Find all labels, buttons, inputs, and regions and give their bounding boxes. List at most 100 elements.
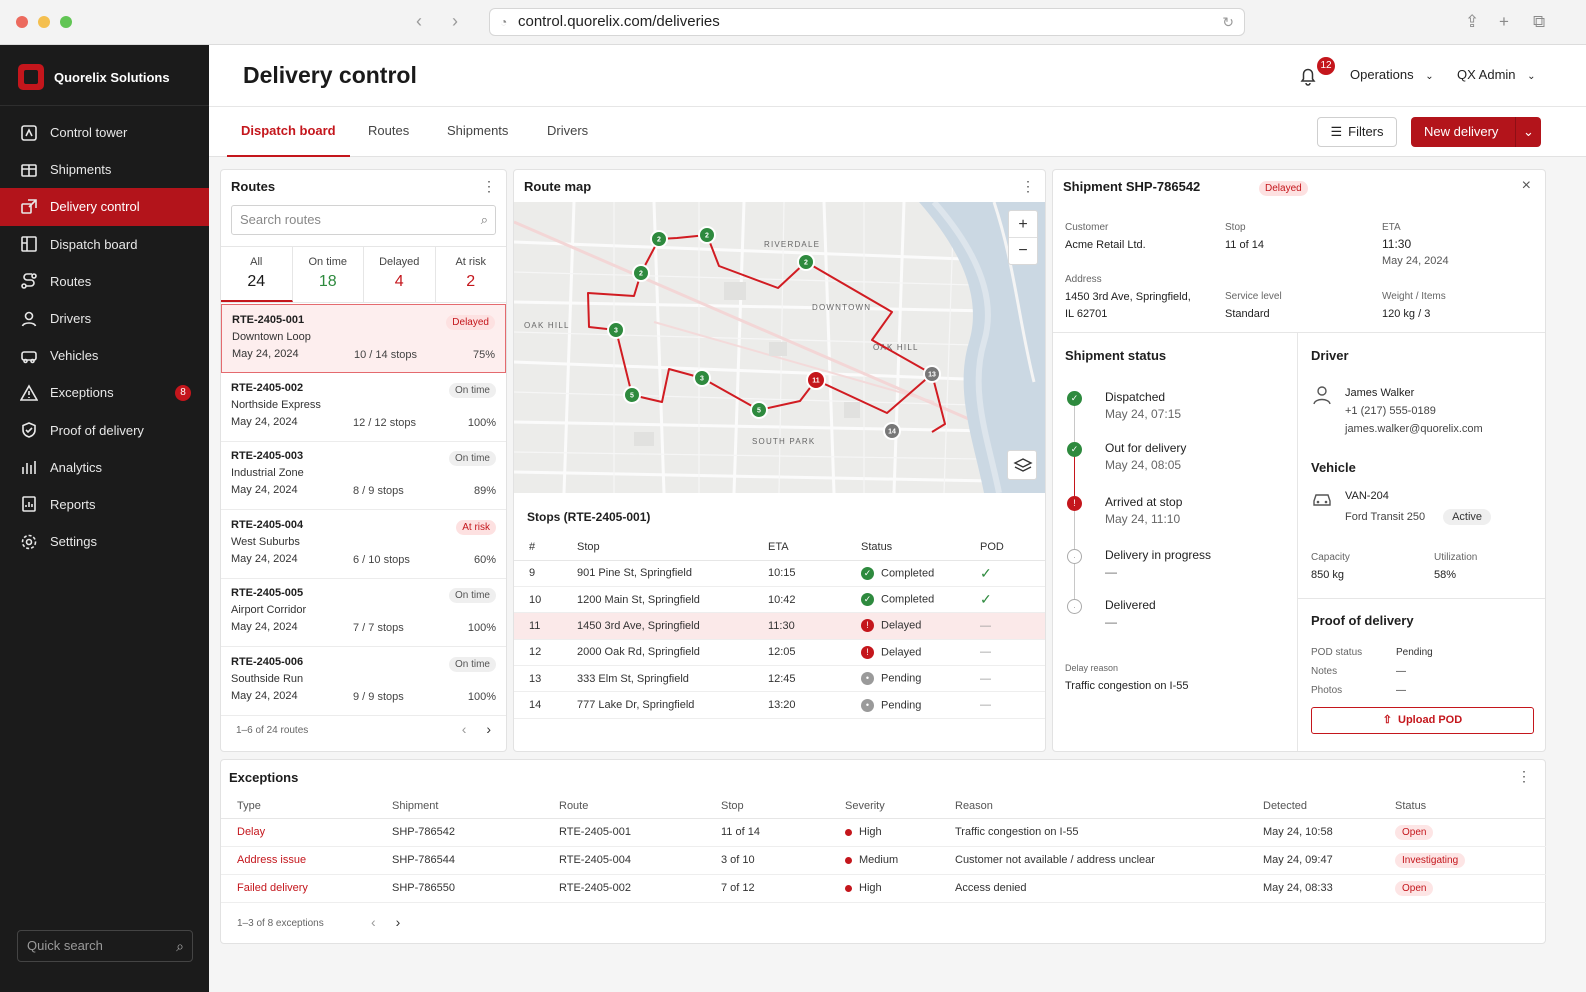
map-stop-marker[interactable]: 3 bbox=[607, 321, 625, 339]
column-header: Route bbox=[559, 794, 721, 819]
next-page-icon[interactable]: › bbox=[486, 721, 491, 737]
map-stop-marker[interactable]: 2 bbox=[650, 230, 668, 248]
more-options-icon[interactable]: ⋮ bbox=[482, 178, 496, 194]
user-menu[interactable]: QX Admin ⌄ bbox=[1457, 67, 1536, 82]
stop-row[interactable]: 12 2000 Oak Rd, Springfield 12:05! Delayed — bbox=[514, 639, 1045, 667]
zoom-in-icon[interactable]: + bbox=[1009, 211, 1037, 238]
sidebar-item-analytics[interactable]: Analytics bbox=[0, 449, 209, 486]
column-header: POD bbox=[965, 534, 1045, 561]
route-stops: 10 / 14 stops bbox=[354, 349, 417, 361]
segment-all[interactable]: All 24 bbox=[221, 247, 293, 302]
route-list-item[interactable]: RTE-2405-001 Downtown Loop May 24, 2024 10 … bbox=[221, 304, 506, 373]
search-icon[interactable]: ⌕ bbox=[480, 212, 488, 227]
map-canvas[interactable]: RIVERDALE DOWNTOWN OAK HILL OAK HILL SOU… bbox=[514, 202, 1045, 493]
more-options-icon[interactable]: ⋮ bbox=[1517, 768, 1531, 784]
route-list-item[interactable]: RTE-2405-005 Airport Corridor May 24, 2024… bbox=[221, 578, 506, 648]
sidebar-item-drivers[interactable]: Drivers bbox=[0, 300, 209, 337]
close-window-dot[interactable] bbox=[16, 16, 28, 28]
new-delivery-button[interactable]: New delivery ⌄ bbox=[1411, 117, 1541, 147]
tab-dispatch-board[interactable]: Dispatch board bbox=[227, 107, 350, 157]
segment-delayed[interactable]: Delayed 4 bbox=[364, 247, 436, 302]
new-tab-icon[interactable]: + bbox=[1499, 12, 1509, 31]
address-bar[interactable]: ◔ control.quorelix.com/deliveries ↻ bbox=[489, 8, 1245, 36]
minimize-window-dot[interactable] bbox=[38, 16, 50, 28]
timeline-step-title: Arrived at stop bbox=[1105, 495, 1183, 509]
map-stop-marker[interactable]: 2 bbox=[632, 264, 650, 282]
route-map[interactable]: RIVERDALE DOWNTOWN OAK HILL OAK HILL SOU… bbox=[514, 202, 1045, 493]
exception-route: RTE-2405-001 bbox=[559, 818, 721, 847]
map-stop-marker[interactable]: 2 bbox=[698, 226, 716, 244]
chevron-down-icon[interactable]: ⌄ bbox=[1515, 117, 1541, 147]
next-page-icon[interactable]: › bbox=[395, 914, 401, 930]
map-stop-marker[interactable]: 14 bbox=[883, 422, 901, 440]
sidebar-item-settings[interactable]: Settings bbox=[0, 523, 209, 560]
search-icon[interactable]: ⌕ bbox=[176, 938, 184, 954]
close-icon[interactable]: × bbox=[1521, 177, 1531, 194]
stop-row[interactable]: 13 333 Elm St, Springfield 12:45 • Pending — bbox=[514, 665, 1045, 693]
share-icon[interactable]: ⇪ bbox=[1465, 12, 1480, 31]
person-icon bbox=[1313, 386, 1331, 405]
sidebar-item-control-tower[interactable]: Control tower bbox=[0, 114, 209, 151]
map-stop-marker[interactable]: 5 bbox=[750, 401, 768, 419]
exception-type-link[interactable]: Delay bbox=[237, 826, 266, 838]
tab-drivers[interactable]: Drivers bbox=[547, 123, 589, 138]
sidebar-item-shipments[interactable]: Shipments bbox=[0, 151, 209, 188]
stop-row[interactable]: 10 1200 Main St, Springfield 10:42 ✓ Complet… bbox=[514, 586, 1045, 614]
exception-severity: High bbox=[845, 874, 955, 903]
route-list-item[interactable]: RTE-2405-002 Northside Express May 24, 202… bbox=[221, 373, 506, 442]
tab-routes[interactable]: Routes bbox=[368, 123, 410, 138]
tabs-overview-icon[interactable]: ⧉ bbox=[1533, 12, 1546, 31]
workspace-dropdown[interactable]: Operations ⌄ bbox=[1350, 67, 1434, 82]
map-stop-marker[interactable]: 13 bbox=[923, 365, 941, 383]
forward-arrow-icon[interactable]: › bbox=[452, 11, 458, 31]
brand[interactable]: Quorelix Solutions bbox=[18, 63, 170, 91]
exception-type-link[interactable]: Failed delivery bbox=[237, 882, 308, 894]
driver-email[interactable]: james.walker@quorelix.com bbox=[1345, 423, 1483, 435]
sidebar-item-routes[interactable]: Routes bbox=[0, 263, 209, 300]
map-stop-marker[interactable]: 5 bbox=[623, 386, 641, 404]
tab-shipments[interactable]: Shipments bbox=[447, 123, 509, 138]
vehicle-model: Ford Transit 250 bbox=[1345, 511, 1426, 523]
route-list-item[interactable]: RTE-2405-003 Industrial Zone May 24, 2024 8… bbox=[221, 441, 506, 511]
map-layers-icon[interactable] bbox=[1007, 450, 1037, 480]
exception-row[interactable]: Failed delivery SHP-786550 RTE-2405-002 7 o… bbox=[221, 874, 1546, 903]
zoom-out-icon[interactable]: − bbox=[1018, 242, 1028, 259]
segment-at-risk[interactable]: At risk 2 bbox=[436, 247, 507, 302]
exception-row[interactable]: Address issue SHP-786544 RTE-2405-004 3 of … bbox=[221, 846, 1546, 875]
sidebar-item-vehicles[interactable]: Vehicles bbox=[0, 337, 209, 374]
upload-pod-button[interactable]: ⇧ Upload POD bbox=[1311, 707, 1534, 734]
sidebar-item-dispatch-board[interactable]: Dispatch board bbox=[0, 226, 209, 263]
prev-page-icon[interactable]: ‹ bbox=[461, 721, 467, 737]
exception-row[interactable]: Delay SHP-786542 RTE-2405-001 11 of 14 High T… bbox=[221, 818, 1546, 847]
route-list-item[interactable]: RTE-2405-006 Southside Run May 24, 2024 9 /… bbox=[221, 647, 506, 716]
field-label: Weight / Items bbox=[1382, 291, 1446, 302]
maximize-window-dot[interactable] bbox=[60, 16, 72, 28]
route-list-item[interactable]: RTE-2405-004 West Suburbs May 24, 2024 6 / … bbox=[221, 510, 506, 579]
map-stop-marker[interactable]: 2 bbox=[797, 253, 815, 271]
timeline-step-time: — bbox=[1105, 615, 1117, 629]
back-arrow-icon[interactable]: ‹ bbox=[416, 11, 422, 31]
site-info-icon[interactable]: ◔ bbox=[500, 15, 508, 29]
exception-type-link[interactable]: Address issue bbox=[237, 854, 307, 866]
map-stop-marker[interactable]: 11 bbox=[806, 370, 826, 390]
stop-row[interactable]: 9 901 Pine St, Springfield 10:15 ✓ Completed… bbox=[514, 560, 1045, 587]
filters-button[interactable]: ☰ Filters bbox=[1317, 117, 1397, 147]
reload-icon[interactable]: ↻ bbox=[1222, 14, 1234, 30]
driver-phone[interactable]: +1 (217) 555-0189 bbox=[1345, 405, 1436, 417]
sidebar-item-proof-of-delivery[interactable]: Proof of delivery bbox=[0, 412, 209, 449]
segment-on-time[interactable]: On time 18 bbox=[293, 247, 364, 302]
map-stop-marker[interactable]: 3 bbox=[693, 369, 711, 387]
sidebar-item-label: Vehicles bbox=[50, 348, 99, 364]
bell-icon[interactable] bbox=[1297, 65, 1319, 87]
route-status-badge: Delayed bbox=[446, 315, 495, 330]
more-options-icon[interactable]: ⋮ bbox=[1021, 178, 1035, 194]
route-search-input[interactable]: Search routes ⌕ bbox=[231, 205, 496, 235]
sidebar-item-reports[interactable]: Reports bbox=[0, 486, 209, 523]
sidebar-item-exceptions[interactable]: Exceptions 8 bbox=[0, 374, 209, 411]
stop-row[interactable]: 11 1450 3rd Ave, Springfield 11:30! Delayed… bbox=[514, 612, 1045, 640]
quick-search-input[interactable]: Quick search ⌕ bbox=[17, 930, 193, 962]
prev-page-icon[interactable]: ‹ bbox=[371, 914, 376, 930]
alert-circle-icon: ! bbox=[1067, 496, 1082, 511]
sidebar-item-delivery-control[interactable]: Delivery control bbox=[0, 188, 209, 226]
stop-row[interactable]: 14 777 Lake Dr, Springfield 13:20 • Pending — bbox=[514, 691, 1045, 719]
